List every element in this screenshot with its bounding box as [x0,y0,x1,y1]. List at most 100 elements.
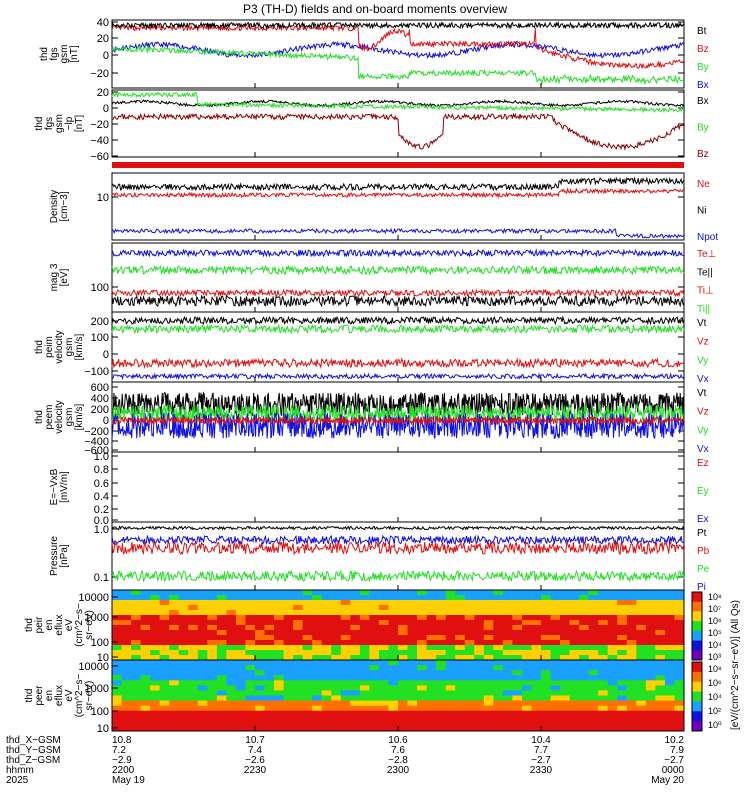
spectro-cell [502,655,513,661]
spectro-cell [426,630,437,636]
spectro-cell [121,615,132,621]
spectro-cell [150,615,161,621]
spectro-cell [626,710,637,717]
spectro-cell [293,595,304,601]
spectro-cell [359,665,370,671]
spectro-cell [188,720,199,727]
spectro-cell [493,590,504,596]
spectro-cell [398,690,409,696]
spectro-cell [407,665,418,671]
spectro-cell [655,645,666,651]
y-tick-label: −600 [84,445,109,457]
spectro-cell [645,670,656,676]
spectro-cell [512,610,523,616]
spectro-cell [302,715,313,722]
spectro-cell [426,605,437,611]
spectro-cell [283,705,294,712]
spectro-cell [426,690,437,696]
spectro-cell [664,590,675,596]
spectro-cell [417,625,428,631]
legend-Vt: Vt [697,388,707,399]
spectro-cell [369,695,380,702]
series-Vx [111,372,685,381]
spectro-cell [560,690,571,696]
spectro-cell [550,640,561,646]
spectro-cell [541,630,552,636]
spectro-cell [245,655,256,661]
spectro-cell [445,695,456,702]
spectro-cell [131,595,142,601]
spectro-cell [455,635,466,641]
spectro-cell [588,600,599,606]
spectro-cell [579,600,590,606]
spectro-cell [636,645,647,651]
spectro-cell [569,600,580,606]
spectro-cell [302,720,313,727]
spectro-cell [131,675,142,681]
y-tick-label: 400 [91,393,109,405]
spectro-cell [264,640,275,646]
spectro-cell [560,640,571,646]
spectro-cell [569,640,580,646]
colorbar-cell [692,711,702,722]
spectro-cell [483,665,494,671]
spectro-cell [569,685,580,691]
spectro-cell [150,715,161,722]
spectro-cell [617,645,628,651]
spectro-cell [112,710,123,717]
spectro-cell [226,690,237,696]
spectro-cell [169,660,180,666]
spectro-cell [483,690,494,696]
spectro-cell [455,655,466,661]
spectro-cell [331,630,342,636]
spectro-cell [378,695,389,702]
spectro-cell [331,715,342,722]
spectro-cell [150,705,161,712]
spectro-cell [331,680,342,686]
spectro-cell [112,625,123,631]
spectro-cell [645,715,656,722]
legend-Pt: Pt [697,528,707,539]
spectro-cell [121,685,132,691]
spectro-cell [131,700,142,707]
spectro-cell [216,590,227,596]
spectro-cell [598,675,609,681]
spectro-cell [388,695,399,702]
spectro-cell [178,705,189,712]
y-tick-label: −100 [84,366,109,378]
spectro-cell [321,685,332,691]
spectro-cell [398,600,409,606]
spectro-cell [407,590,418,596]
spectro-cell [607,695,618,702]
spectro-cell [493,715,504,722]
spectro-cell [531,615,542,621]
spectro-cell [255,690,266,696]
spectro-cell [350,680,361,686]
spectro-cell [455,630,466,636]
series-Ne [111,187,685,199]
spectro-cell [369,615,380,621]
spectro-cell [388,640,399,646]
legend-Vz: Vz [697,337,709,348]
spectro-cell [121,640,132,646]
spectro-cell [293,605,304,611]
spectro-cell [636,680,647,686]
spectro-cell [321,630,332,636]
spectro-cell [521,630,532,636]
legend-Vy: Vy [697,355,708,366]
spectro-cell [674,655,685,661]
spectro-cell [674,715,685,722]
spectro-cell [378,660,389,666]
spectro-cell [664,715,675,722]
spectro-cell [655,630,666,636]
spectro-cell [483,660,494,666]
spectro-cell [274,620,285,626]
spectro-cell [474,615,485,621]
spectro-cell [474,635,485,641]
spectro-cell [312,615,323,621]
y-axis-label: E=−VxB [49,468,60,505]
spectro-cell [159,630,170,636]
spectro-cell [245,680,256,686]
spectro-cell [607,595,618,601]
spectro-cell [398,590,409,596]
